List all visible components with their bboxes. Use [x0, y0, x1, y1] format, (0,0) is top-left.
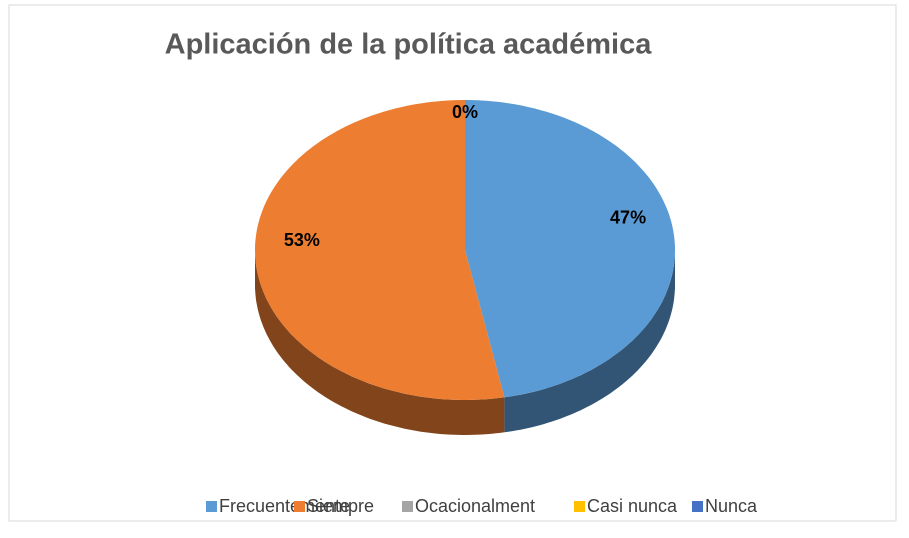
legend-label: Siempre — [307, 496, 374, 516]
data-label: 53% — [284, 230, 320, 250]
legend-label: Nunca — [705, 496, 758, 516]
slice — [255, 100, 505, 400]
data-label: 0% — [452, 102, 478, 122]
legend-swatch — [206, 501, 217, 512]
slice-side — [255, 250, 505, 435]
legend-swatch — [294, 501, 305, 512]
legend-label: Casi nunca — [587, 496, 678, 516]
chart-title: Aplicación de la política académica — [165, 29, 653, 61]
legend-swatch — [574, 501, 585, 512]
legend-swatch — [402, 501, 413, 512]
legend-label: Ocacionalment — [415, 496, 535, 516]
legend-swatch — [692, 501, 703, 512]
legend-label: Frecuentemente — [219, 496, 350, 516]
data-label: 47% — [610, 208, 646, 228]
slice — [465, 100, 675, 398]
slice-side — [504, 250, 675, 433]
